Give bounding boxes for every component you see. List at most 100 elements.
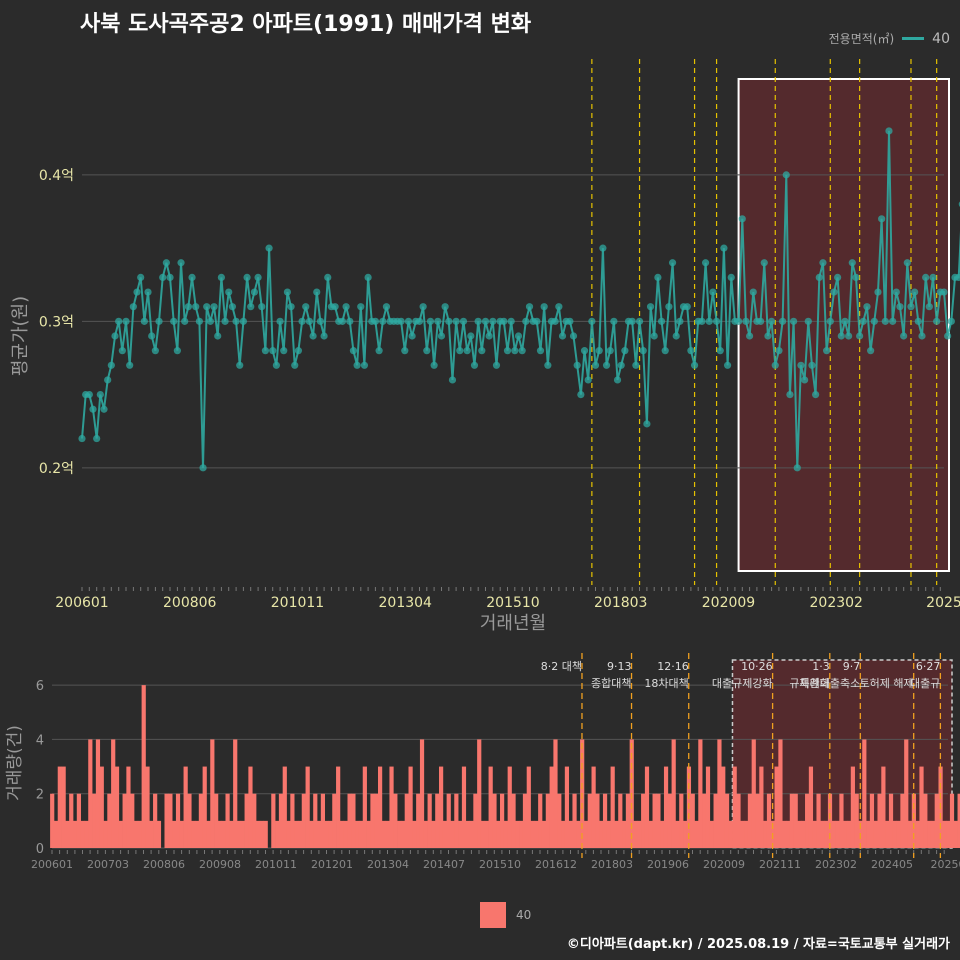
volume-bar: [332, 793, 337, 848]
volume-bar: [168, 793, 173, 848]
volume-bar: [206, 820, 211, 848]
volume-bar: [198, 793, 203, 848]
volume-bar: [393, 793, 398, 848]
price-point: [756, 317, 765, 325]
volume-bar: [934, 793, 939, 848]
price-point: [914, 317, 922, 325]
volume-bar: [881, 766, 886, 848]
price-point: [643, 420, 651, 428]
price-point: [925, 303, 933, 311]
annotation-policy: 대출규제강화: [712, 677, 773, 690]
price-point: [170, 317, 178, 325]
volume-bar: [439, 766, 444, 848]
volume-bar: [644, 766, 650, 848]
x-axis-title: 거래년월: [480, 613, 546, 634]
price-point: [467, 332, 475, 340]
volume-bar: [50, 793, 55, 848]
price-point: [687, 347, 695, 355]
volume-bar: [236, 820, 242, 848]
volume-bar: [111, 739, 116, 848]
price-point: [867, 347, 875, 355]
volume-bar: [789, 793, 794, 848]
volume-bar: [122, 793, 127, 848]
volume-bar: [896, 820, 901, 848]
price-point: [474, 317, 482, 325]
volume-bar: [915, 820, 920, 848]
volume-bar: [610, 766, 615, 848]
price-point: [221, 317, 229, 325]
volume-bar: [797, 820, 802, 848]
annotation-date: 9·7: [843, 660, 861, 673]
volume-bar: [313, 793, 318, 848]
price-point: [104, 376, 112, 384]
volume-bar: [785, 820, 791, 848]
volume-bar: [755, 793, 760, 848]
y-tick-label: 0.2억: [39, 461, 74, 477]
price-point: [734, 317, 743, 325]
volume-bar: [336, 766, 341, 848]
price-point: [258, 303, 266, 311]
volume-bar: [622, 820, 627, 848]
price-point: [507, 317, 515, 325]
price-point: [276, 317, 284, 325]
volume-bar: [500, 793, 505, 848]
volume-bar: [442, 820, 448, 848]
price-point: [419, 303, 427, 311]
volume-bar: [885, 820, 890, 848]
price-point: [236, 361, 244, 369]
volume-bar: [675, 820, 680, 848]
volume-bar: [736, 793, 741, 848]
volume-bar: [57, 766, 62, 848]
price-point: [661, 347, 669, 355]
volume-bar: [740, 820, 745, 848]
volume-bar: [690, 793, 695, 848]
volume-bar: [869, 793, 875, 848]
volume-bar: [774, 766, 779, 848]
price-point: [591, 361, 600, 369]
price-point: [533, 317, 541, 325]
price-point: [584, 376, 592, 384]
price-point: [573, 361, 581, 369]
volume-bar: [362, 766, 367, 848]
price-point: [448, 376, 457, 384]
price-point: [228, 303, 236, 311]
volume-bar: [942, 820, 947, 848]
x-tick-label: 202009: [702, 595, 755, 611]
volume-bar: [69, 793, 74, 848]
volume-bar: [625, 793, 631, 848]
price-point: [254, 273, 262, 282]
price-point: [456, 347, 464, 355]
volume-bar: [782, 820, 787, 848]
price-point: [738, 215, 746, 223]
volume-bar: [831, 820, 836, 848]
price-point: [749, 288, 757, 296]
y-tick-label: 0.3억: [39, 314, 74, 330]
volume-bar: [461, 766, 467, 848]
price-point: [217, 273, 225, 282]
volume-bar: [240, 820, 245, 848]
volume-bar: [576, 820, 581, 848]
volume-bar: [172, 820, 177, 848]
volume-bar: [458, 820, 463, 848]
price-point: [646, 303, 655, 311]
price-point: [269, 347, 277, 355]
price-point: [316, 317, 325, 325]
volume-bar: [347, 793, 352, 848]
volume-bar: [130, 793, 135, 848]
annotation-policy: 종합대책: [591, 677, 631, 690]
volume-bar: [179, 820, 184, 848]
price-point: [357, 303, 365, 311]
volume-bar: [397, 820, 402, 848]
volume-bar: [602, 793, 608, 848]
volume-bar: [534, 820, 539, 848]
volume-bar: [294, 820, 299, 848]
price-point: [423, 347, 431, 355]
volume-bar: [282, 766, 287, 848]
legend-title: 전용면적(㎡): [828, 32, 895, 46]
volume-bar: [709, 820, 714, 848]
price-point: [676, 317, 684, 325]
price-point: [437, 332, 446, 340]
volume-bar: [545, 793, 550, 848]
volume-bar: [141, 685, 146, 848]
price-point: [426, 317, 435, 325]
